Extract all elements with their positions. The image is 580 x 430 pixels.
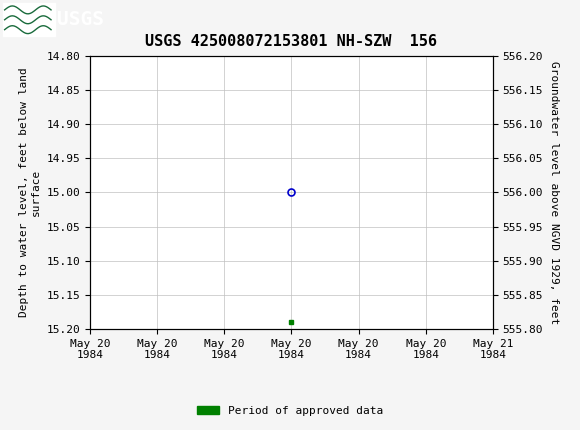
Text: USGS: USGS (57, 10, 104, 29)
Y-axis label: Groundwater level above NGVD 1929, feet: Groundwater level above NGVD 1929, feet (549, 61, 559, 324)
Y-axis label: Depth to water level, feet below land
surface: Depth to water level, feet below land su… (19, 68, 41, 317)
Title: USGS 425008072153801 NH-SZW  156: USGS 425008072153801 NH-SZW 156 (146, 34, 437, 49)
FancyBboxPatch shape (3, 3, 55, 37)
Legend: Period of approved data: Period of approved data (193, 401, 387, 420)
